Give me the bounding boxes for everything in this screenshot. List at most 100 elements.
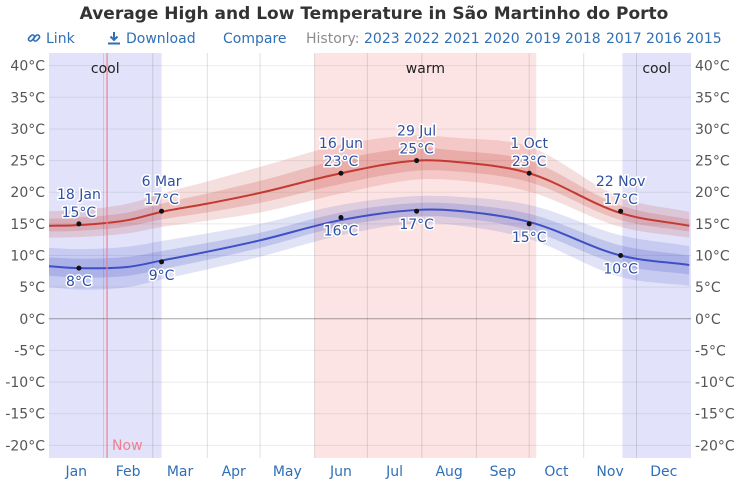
chart-toolbar: Link Download Compare History: 2023 2022… — [0, 31, 748, 51]
average-high-mar-6-point — [159, 208, 165, 214]
history-year-2018[interactable]: 2018 — [565, 31, 601, 47]
history-year-2015[interactable]: 2015 — [686, 31, 722, 47]
history-year-2019[interactable]: 2019 — [525, 31, 561, 47]
average-low-jan-18-point — [76, 265, 82, 271]
y-tick-label-right: 5°C — [695, 280, 721, 296]
average-low-nov-22-value-label: 10°C — [603, 262, 638, 278]
y-tick-label-left: 40°C — [10, 59, 45, 75]
y-tick-label-left: 5°C — [19, 280, 45, 296]
average-low-line — [48, 208, 690, 270]
average-high-jul-29-date-label: 29 Jul — [397, 124, 436, 140]
y-tick-label-right: 20°C — [695, 185, 730, 201]
average-low-jun-16-value-label: 16°C — [324, 224, 359, 240]
average-high-jun-16-date-label: 16 Jun — [319, 136, 363, 152]
y-tick-label-left: -10°C — [5, 375, 45, 391]
x-tick-label-jun: Jun — [329, 464, 352, 480]
x-tick-label-feb: Feb — [116, 464, 141, 480]
y-tick-label-right: 15°C — [695, 217, 730, 233]
average-high-mar-6-date-label: 6 Mar — [142, 174, 182, 190]
x-tick-label-oct: Oct — [544, 464, 569, 480]
average-low-jun-16-point — [338, 215, 344, 221]
season-label-warm-1: warm — [406, 61, 445, 77]
x-tick-label-nov: Nov — [596, 464, 623, 480]
season-band-cool-2 — [622, 53, 691, 458]
link-button[interactable]: Link — [27, 31, 75, 47]
x-tick-label-may: May — [273, 464, 302, 480]
y-tick-label-left: 10°C — [10, 249, 45, 265]
y-tick-label-left: 30°C — [10, 122, 45, 138]
average-high-nov-22-date-label: 22 Nov — [596, 174, 646, 190]
y-tick-label-right: 40°C — [695, 59, 730, 75]
download-button[interactable]: Download — [107, 31, 196, 47]
y-tick-label-right: -15°C — [695, 407, 735, 423]
season-label-cool-0: cool — [91, 61, 120, 77]
y-tick-label-left: 20°C — [10, 185, 45, 201]
chart-title: Average High and Low Temperature in São … — [79, 4, 669, 24]
average-low-mar-6-point — [159, 259, 165, 265]
history-year-2021[interactable]: 2021 — [444, 31, 480, 47]
y-tick-label-right: 30°C — [695, 122, 730, 138]
y-tick-label-right: -20°C — [695, 438, 735, 454]
download-label: Download — [126, 31, 196, 47]
average-low-nov-22-point — [618, 253, 624, 258]
average-high-line — [48, 159, 690, 227]
history-year-2022[interactable]: 2022 — [404, 31, 440, 47]
season-band-cool-0 — [49, 53, 162, 458]
y-tick-label-right: 0°C — [695, 312, 721, 328]
x-tick-label-jul: Jul — [385, 464, 403, 480]
season-label-cool-2: cool — [642, 61, 671, 77]
average-low-jan-18-value-label: 8°C — [66, 274, 92, 290]
x-tick-label-aug: Aug — [435, 464, 462, 480]
average-low-jul-29-point — [414, 208, 420, 214]
history-label: History: — [306, 31, 360, 47]
average-high-band-25-75 — [49, 147, 690, 232]
average-low-oct-1-point — [526, 221, 532, 227]
y-tick-label-left: 15°C — [10, 217, 45, 233]
y-tick-label-right: 25°C — [695, 154, 730, 170]
average-low-band-10-90 — [49, 195, 690, 290]
link-icon — [27, 34, 41, 42]
y-tick-label-left: 0°C — [19, 312, 45, 328]
average-high-jul-29-point — [414, 158, 420, 164]
average-high-oct-1-point — [526, 170, 532, 176]
average-high-band-10-90 — [49, 135, 690, 238]
x-tick-label-apr: Apr — [222, 464, 246, 480]
x-tick-label-sep: Sep — [490, 464, 517, 480]
y-tick-label-left: -5°C — [14, 343, 45, 359]
history-year-2016[interactable]: 2016 — [646, 31, 682, 47]
download-icon — [108, 32, 120, 45]
x-tick-label-dec: Dec — [650, 464, 677, 480]
season-band-warm-1 — [314, 53, 537, 458]
average-high-oct-1-value-label: 23°C — [512, 154, 547, 170]
history-year-2020[interactable]: 2020 — [484, 31, 520, 47]
average-high-jul-29-value-label: 25°C — [399, 142, 434, 158]
average-high-nov-22-value-label: 17°C — [603, 192, 638, 208]
x-tick-label-mar: Mar — [167, 464, 194, 480]
y-tick-label-right: 10°C — [695, 249, 730, 265]
average-high-oct-1-date-label: 1 Oct — [510, 136, 548, 152]
y-tick-label-right: 35°C — [695, 90, 730, 106]
history-year-2017[interactable]: 2017 — [606, 31, 642, 47]
y-tick-label-left: 25°C — [10, 154, 45, 170]
history-year-2023[interactable]: 2023 — [364, 31, 400, 47]
now-label: Now — [112, 438, 143, 454]
link-label: Link — [46, 31, 75, 47]
y-tick-label-right: -10°C — [695, 375, 735, 391]
average-high-jun-16-value-label: 23°C — [324, 154, 359, 170]
y-tick-label-left: 35°C — [10, 90, 45, 106]
average-high-jan-18-point — [76, 221, 82, 227]
y-tick-label-right: -5°C — [695, 343, 726, 359]
average-high-mar-6-value-label: 17°C — [144, 192, 179, 208]
x-tick-label-jan: Jan — [64, 464, 87, 480]
average-low-oct-1-value-label: 15°C — [512, 230, 547, 246]
compare-button[interactable]: Compare — [223, 31, 287, 47]
average-high-jun-16-point — [338, 170, 344, 176]
average-low-mar-6-value-label: 9°C — [149, 268, 175, 284]
y-tick-label-left: -15°C — [5, 407, 45, 423]
average-low-jul-29-value-label: 17°C — [399, 217, 434, 233]
average-high-jan-18-value-label: 15°C — [62, 205, 97, 221]
average-high-nov-22-point — [618, 208, 624, 214]
y-tick-label-left: -20°C — [5, 438, 45, 454]
average-high-jan-18-date-label: 18 Jan — [57, 187, 101, 203]
